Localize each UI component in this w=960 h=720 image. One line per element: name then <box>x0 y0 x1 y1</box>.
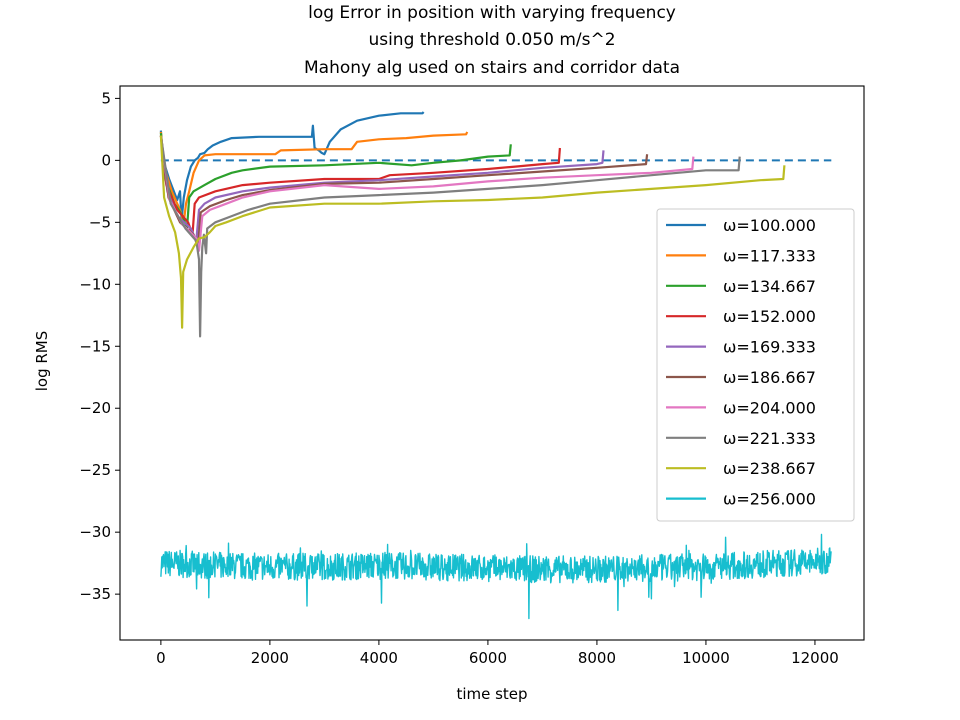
legend-label: ω=100.000 <box>723 216 816 235</box>
series-line-9 <box>159 135 786 329</box>
y-tick-label: −15 <box>79 337 111 355</box>
x-tick-label: 8000 <box>578 649 616 667</box>
y-tick-label: −35 <box>79 585 111 603</box>
y-axis-label: log RMS <box>33 331 51 392</box>
plot-area: 0 2000 4000 6000 8000 10000 12000 5 0 −5 −10 −15 −20… <box>79 85 865 667</box>
x-tick-label: 0 <box>156 649 166 667</box>
legend-label: ω=238.667 <box>723 459 816 478</box>
y-tick-label: 0 <box>101 151 111 169</box>
legend-label: ω=204.000 <box>723 398 816 417</box>
series-line-5 <box>159 135 605 242</box>
series-line-7 <box>159 135 695 252</box>
legend-label: ω=152.000 <box>723 307 816 326</box>
y-tick-label: −5 <box>89 213 111 231</box>
legend-label: ω=169.333 <box>723 338 816 357</box>
legend-label: ω=134.667 <box>723 277 816 296</box>
axes-frame <box>119 85 865 641</box>
series-line-4 <box>159 135 561 236</box>
x-tick-label: 6000 <box>469 649 507 667</box>
legend: ω=100.000 ω=117.333 ω=134.667 ω=152.000 ω=16… <box>656 208 855 522</box>
y-tick-label: −10 <box>79 275 111 293</box>
series-line-10 <box>160 533 832 620</box>
y-tick-label: −20 <box>79 399 111 417</box>
x-tick-label: 4000 <box>360 649 398 667</box>
legend-label: ω=221.333 <box>723 429 816 448</box>
legend-label: ω=117.333 <box>723 246 816 265</box>
x-tick-label: 2000 <box>251 649 289 667</box>
series-line-8 <box>159 135 741 338</box>
legend-label: ω=186.667 <box>723 368 816 387</box>
title-line-3: Mahony alg used on stairs and corridor d… <box>304 58 680 78</box>
title-line-2: using threshold 0.050 m/s^2 <box>368 30 615 50</box>
title-line-1: log Error in position with varying frequ… <box>308 3 676 23</box>
x-tick-label: 10000 <box>682 649 730 667</box>
legend-label: ω=256.000 <box>723 490 816 509</box>
y-tick-label: 5 <box>101 89 111 107</box>
y-tick-label: −25 <box>79 461 111 479</box>
x-axis-label: time step <box>456 685 527 703</box>
legend-box <box>656 208 855 522</box>
x-tick-label: 12000 <box>791 649 839 667</box>
chart-title: log Error in position with varying frequ… <box>304 3 680 78</box>
y-tick-label: −30 <box>79 523 111 541</box>
